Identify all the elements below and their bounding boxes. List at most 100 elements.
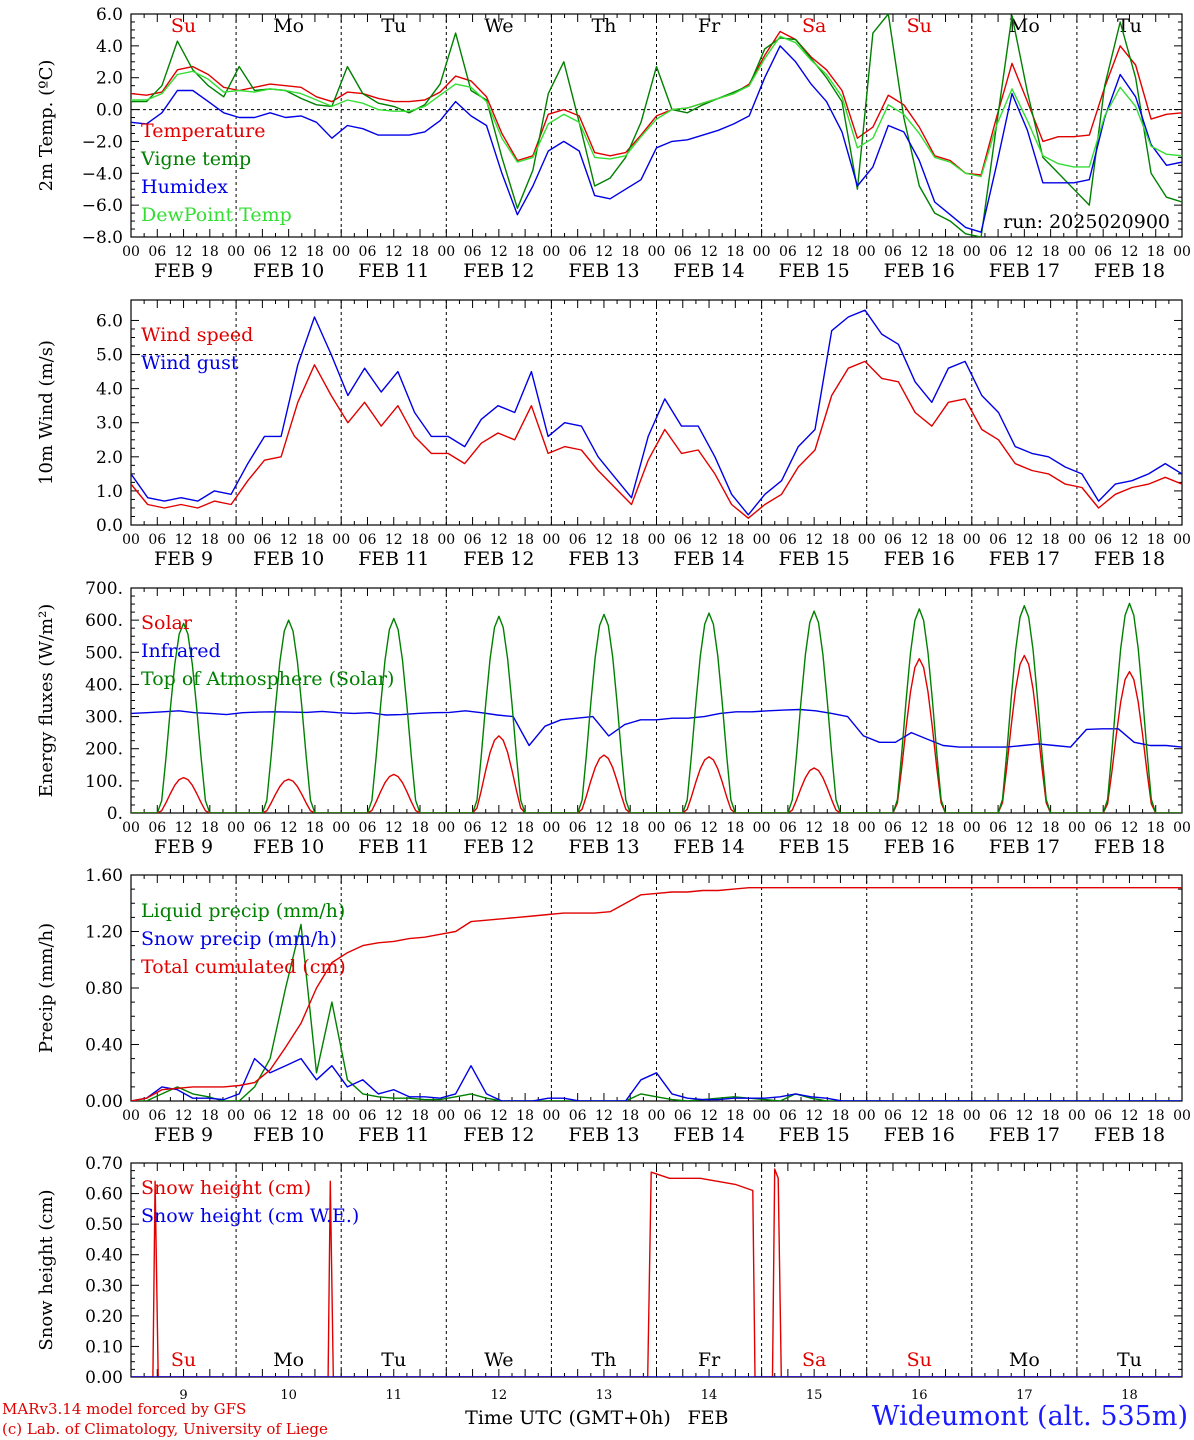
x-hour-label: 18: [411, 820, 429, 836]
x-hour-label: 06: [464, 820, 482, 836]
x-hour-label: 06: [148, 820, 166, 836]
x-date-label: FEB 9: [154, 260, 213, 282]
x-hour-label: 18: [937, 532, 955, 548]
x-hour-label: 00: [858, 820, 876, 836]
x-day-label: 16: [911, 1388, 928, 1403]
x-hour-label: 00: [542, 820, 560, 836]
x-hour-label: 12: [595, 1108, 613, 1124]
x-hour-label: 18: [201, 244, 219, 260]
legend-entry: Snow precip (mm/h): [141, 928, 337, 950]
run-annotation: run: 2025020900: [1003, 211, 1170, 233]
legend-entry: Snow height (cm): [141, 1177, 311, 1199]
panel-energy: 0. 100. 200. 300. 400. 500. 600. 700. Energy flu…: [36, 579, 1191, 858]
x-day-label: 9: [179, 1388, 187, 1403]
x-hour-label: 12: [280, 1108, 298, 1124]
x-date-label: FEB 15: [779, 836, 850, 858]
x-hour-label: 18: [832, 244, 850, 260]
y-axis-label: Snow height (cm): [36, 1189, 57, 1350]
x-date-label: FEB 17: [989, 548, 1060, 570]
x-hour-label: 00: [858, 1108, 876, 1124]
series-line-wind-speed: [131, 360, 1182, 519]
x-axis-month: FEB: [687, 1407, 728, 1429]
x-hour-label: 18: [516, 1108, 534, 1124]
model-credit: MARv3.14 model forced by GFS: [2, 1400, 247, 1418]
x-hour-label: 12: [1121, 1108, 1139, 1124]
weekday-label: Th: [591, 15, 616, 37]
x-hour-label: 18: [411, 532, 429, 548]
x-hour-label: 00: [753, 820, 771, 836]
x-hour-label: 12: [385, 1108, 403, 1124]
x-hour-label: 06: [674, 820, 692, 836]
x-hour-label: 06: [148, 532, 166, 548]
x-hour-label: 12: [805, 532, 823, 548]
x-day-label: 10: [280, 1388, 297, 1403]
y-tick-label: 400.: [85, 675, 123, 695]
y-tick-label: 700.: [85, 579, 123, 599]
weekday-label: Th: [591, 1349, 616, 1371]
x-date-label: FEB 14: [673, 260, 744, 282]
x-date-label: FEB 11: [358, 1124, 429, 1146]
x-date-label: FEB 9: [154, 836, 213, 858]
x-hour-label: 18: [1147, 820, 1165, 836]
x-date-label: FEB 14: [673, 548, 744, 570]
x-date-label: FEB 12: [463, 1124, 534, 1146]
x-hour-label: 18: [832, 532, 850, 548]
y-axis-label: 10m Wind (m/s): [36, 340, 57, 485]
x-hour-label: 18: [306, 820, 324, 836]
x-hour-label: 18: [516, 244, 534, 260]
x-hour-label: 18: [621, 244, 639, 260]
y-tick-label: 0.: [107, 804, 123, 824]
y-tick-label: 4.0: [96, 37, 123, 57]
x-hour-label: 12: [175, 244, 193, 260]
x-date-label: FEB 13: [568, 1124, 639, 1146]
series-line-wind-gust: [131, 309, 1182, 516]
x-date-label: FEB 11: [358, 548, 429, 570]
x-hour-label: 18: [1147, 532, 1165, 548]
x-hour-label: 18: [937, 244, 955, 260]
x-hour-label: 06: [148, 1108, 166, 1124]
legend-entry: Infrared: [141, 640, 221, 662]
series-group: [131, 887, 1182, 1101]
x-date-label: FEB 16: [884, 836, 955, 858]
legend-entry: Humidex: [141, 176, 228, 198]
x-date-label: FEB 13: [568, 548, 639, 570]
x-hour-label: 12: [700, 1108, 718, 1124]
legend-entry: DewPoint Temp: [141, 204, 292, 226]
x-date-label: FEB 12: [463, 836, 534, 858]
y-tick-label: 0.40: [85, 1246, 123, 1266]
x-hour-label: 06: [884, 244, 902, 260]
x-date-label: FEB 10: [253, 260, 324, 282]
y-tick-label: 0.80: [85, 979, 123, 999]
x-hour-label: 18: [1147, 244, 1165, 260]
series-line-solar: [131, 654, 1182, 813]
x-day-label: 11: [385, 1388, 402, 1403]
x-hour-label: 18: [937, 820, 955, 836]
x-hour-label: 12: [175, 532, 193, 548]
x-date-label: FEB 17: [989, 836, 1060, 858]
x-hour-label: 00: [963, 820, 981, 836]
x-date-label: FEB 12: [463, 260, 534, 282]
y-tick-label: −4.0: [82, 164, 123, 184]
x-hour-label: 00: [332, 1108, 350, 1124]
series-line-temperature: [131, 30, 1182, 176]
y-tick-label: 0.20: [85, 1307, 123, 1327]
x-hour-label: 00: [1068, 532, 1086, 548]
series-line-vigne-temp: [131, 14, 1182, 237]
x-hour-label: 12: [595, 244, 613, 260]
x-date-label: FEB 13: [568, 836, 639, 858]
x-hour-label: 00: [332, 820, 350, 836]
y-tick-label: −8.0: [82, 228, 123, 248]
y-tick-label: 3.0: [96, 414, 123, 434]
x-date-label: FEB 18: [1094, 260, 1165, 282]
x-hour-label: 06: [779, 532, 797, 548]
y-tick-label: 0.0: [96, 101, 123, 121]
weekday-label: Su: [907, 15, 932, 37]
x-hour-label: 00: [542, 1108, 560, 1124]
x-hour-label: 12: [805, 1108, 823, 1124]
x-hour-label: 00: [332, 244, 350, 260]
x-hour-label: 00: [858, 244, 876, 260]
weekday-label: Mo: [273, 1349, 304, 1371]
x-hour-label: 00: [648, 1108, 666, 1124]
weekday-label: Tu: [381, 1349, 406, 1371]
x-hour-label: 00: [332, 532, 350, 548]
